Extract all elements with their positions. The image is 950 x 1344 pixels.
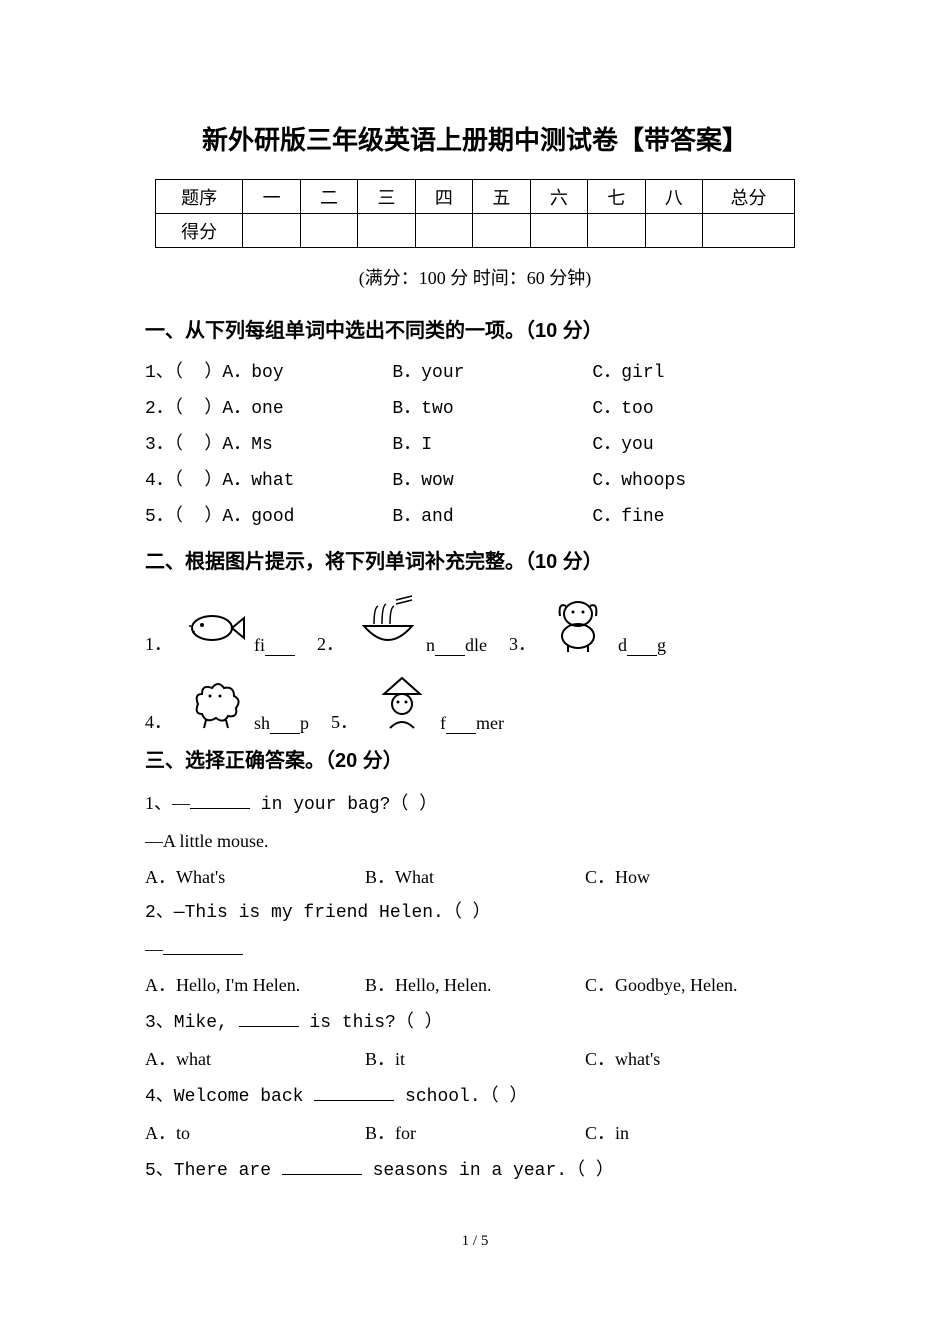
fill-blank [435, 638, 465, 656]
fill-blank [163, 937, 243, 955]
score-cell [415, 214, 472, 248]
option-b: B．for [365, 1115, 585, 1151]
option-b: B．it [365, 1041, 585, 1077]
option-b: B．Hello, Helen. [365, 967, 585, 1003]
score-cell [473, 214, 530, 248]
fill-blank [446, 716, 476, 734]
section-heading-3: 三、选择正确答案。（20 分） [145, 744, 805, 773]
col-header: 总分 [702, 180, 794, 214]
dog-icon [548, 592, 612, 656]
option-a: A．what [145, 1041, 365, 1077]
mcq-options: A．Hello, I'm Helen. B．Hello, Helen. C．Go… [145, 967, 805, 1003]
col-header: 五 [473, 180, 530, 214]
option-c: C．what's [585, 1041, 805, 1077]
option-c: C．Goodbye, Helen. [585, 967, 805, 1003]
col-header: 八 [645, 180, 702, 214]
farmer-icon [370, 670, 434, 734]
fill-blank [270, 716, 300, 734]
table-row: 题序 一 二 三 四 五 六 七 八 总分 [156, 180, 795, 214]
mcq-question: 1、— in your bag?（ ） [145, 785, 805, 823]
option-a: A．Hello, I'm Helen. [145, 967, 365, 1003]
score-cell [300, 214, 357, 248]
option-a: A．to [145, 1115, 365, 1151]
exam-meta: (满分：100 分 时间：60 分钟) [145, 264, 805, 290]
col-header: 一 [243, 180, 300, 214]
picture-word-row: 1． fi 2． ndle 3． dg 4． shp [145, 592, 805, 734]
sheep-icon [184, 670, 248, 734]
score-cell [588, 214, 645, 248]
option-b: B．What [365, 859, 585, 895]
mcq-item: 5．（ ）A．goodB．andC．fine [145, 499, 805, 535]
option-a: A．What's [145, 859, 365, 895]
fill-blank [627, 638, 657, 656]
mcq-item: 4．（ ）A．whatB．wowC．whoops [145, 463, 805, 499]
fill-blank [239, 1009, 299, 1027]
picture-word-item: 3． dg [509, 592, 666, 656]
mcq-options: A．what B．it C．what's [145, 1041, 805, 1077]
option-c: C．in [585, 1115, 805, 1151]
col-header: 三 [358, 180, 415, 214]
picture-word-item: 4． shp [145, 670, 309, 734]
mcq-item: 2．（ ）A．oneB．twoC．too [145, 391, 805, 427]
col-header: 六 [530, 180, 587, 214]
fill-blank [314, 1083, 394, 1101]
score-cell [645, 214, 702, 248]
mcq-question: 4、Welcome back school.（ ） [145, 1077, 805, 1115]
mcq-options: A．to B．for C．in [145, 1115, 805, 1151]
col-header: 四 [415, 180, 472, 214]
mcq-options: A．What's B．What C．How [145, 859, 805, 895]
noodle-icon [356, 592, 420, 656]
col-header: 七 [588, 180, 645, 214]
fill-blank [282, 1157, 362, 1175]
table-row: 得分 [156, 214, 795, 248]
picture-word-item: 1． fi [145, 592, 295, 656]
mcq-item: 1、（ ）A．boyB．yourC．girl [145, 355, 805, 391]
mcq-answer-line: —A little mouse. [145, 823, 805, 859]
col-header: 二 [300, 180, 357, 214]
section-heading-2: 二、根据图片提示，将下列单词补充完整。（10 分） [145, 545, 805, 574]
picture-word-item: 5． fmer [331, 670, 504, 734]
option-c: C．How [585, 859, 805, 895]
mcq-question: 2、—This is my friend Helen.（ ） [145, 895, 805, 931]
score-cell [702, 214, 794, 248]
score-cell [530, 214, 587, 248]
score-cell [243, 214, 300, 248]
page-title: 新外研版三年级英语上册期中测试卷【带答案】 [145, 120, 805, 157]
mcq-question: 5、There are seasons in a year.（ ） [145, 1151, 805, 1189]
mcq-answer-line: — [145, 931, 805, 967]
fill-blank [265, 638, 295, 656]
row-label: 得分 [156, 214, 243, 248]
exam-page: 新外研版三年级英语上册期中测试卷【带答案】 题序 一 二 三 四 五 六 七 八… [0, 0, 950, 1290]
page-number: 1 / 5 [145, 1233, 805, 1250]
fill-blank [190, 791, 250, 809]
score-table: 题序 一 二 三 四 五 六 七 八 总分 得分 [155, 179, 795, 248]
picture-word-item: 2． ndle [317, 592, 487, 656]
section-heading-1: 一、从下列每组单词中选出不同类的一项。（10 分） [145, 314, 805, 343]
mcq-item: 3．（ ）A．MsB．IC．you [145, 427, 805, 463]
mcq-question: 3、Mike, is this?（ ） [145, 1003, 805, 1041]
section-1-body: 1、（ ）A．boyB．yourC．girl 2．（ ）A．oneB．twoC．… [145, 355, 805, 535]
row-label: 题序 [156, 180, 243, 214]
score-cell [358, 214, 415, 248]
fish-icon [184, 592, 248, 656]
